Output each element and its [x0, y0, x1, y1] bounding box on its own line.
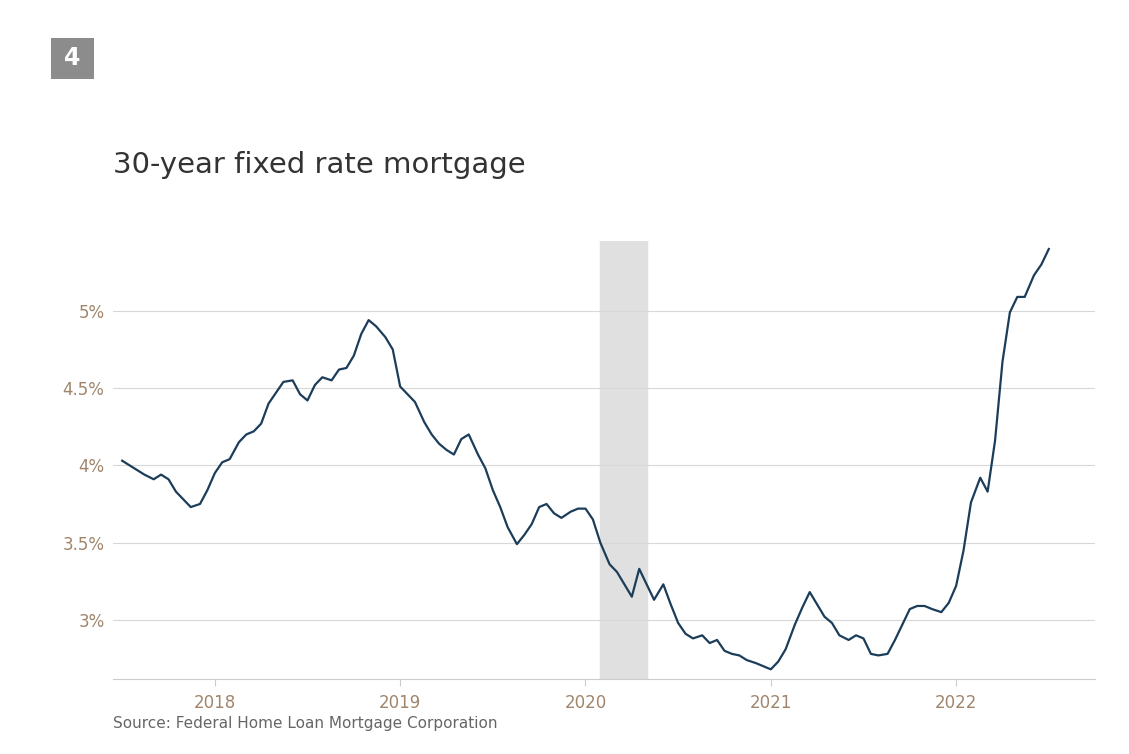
Text: 4: 4: [64, 47, 80, 70]
Bar: [601, 241, 647, 679]
Text: Source: Federal Home Loan Mortgage Corporation: Source: Federal Home Loan Mortgage Corpo…: [113, 716, 498, 731]
Text: 30-year fixed rate mortgage: 30-year fixed rate mortgage: [113, 151, 525, 179]
